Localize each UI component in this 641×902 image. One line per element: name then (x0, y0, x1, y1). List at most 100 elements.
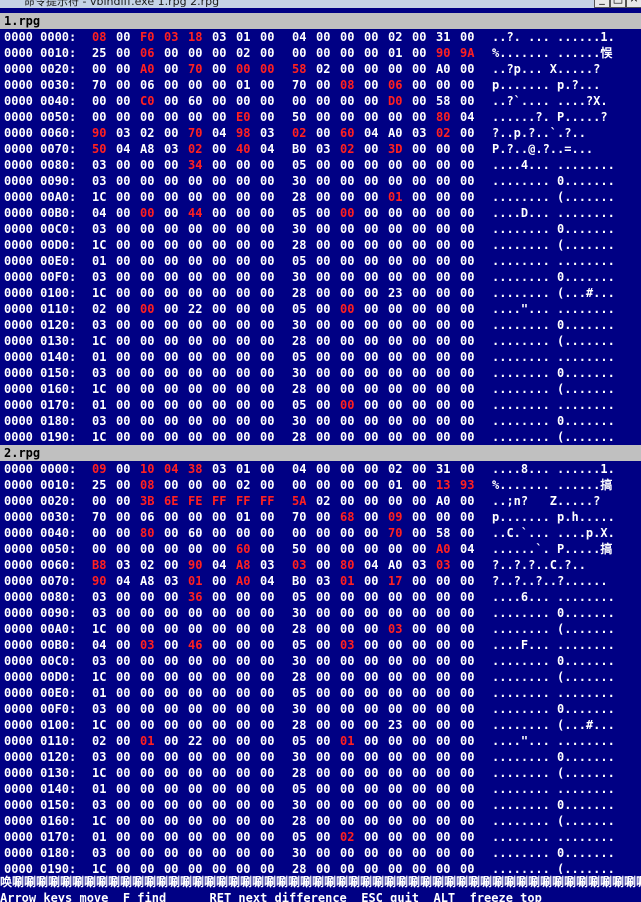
byte-diff: 02 (188, 142, 203, 156)
byte: 00 (316, 46, 331, 60)
byte-diff: C0 (140, 94, 155, 108)
byte: 00 (140, 766, 155, 780)
byte: 00 (388, 62, 403, 76)
byte-diff: 00 (340, 302, 355, 316)
byte: 00 (460, 78, 475, 92)
row-address: 0000 00B0: (4, 638, 77, 652)
byte: 00 (340, 814, 355, 828)
byte-diff: 3D (388, 142, 403, 156)
byte: 28 (292, 670, 307, 684)
row-address: 0000 0150: (4, 798, 77, 812)
byte: 00 (316, 798, 331, 812)
byte: 00 (212, 350, 227, 364)
byte: 00 (292, 46, 307, 60)
byte-diff: 70 (388, 526, 403, 540)
byte: 00 (460, 830, 475, 844)
byte: 00 (316, 750, 331, 764)
byte-diff: 03 (140, 638, 155, 652)
byte: 00 (116, 334, 131, 348)
byte: 25 (92, 478, 107, 492)
byte: 00 (412, 366, 427, 380)
ascii-column: ........ 0....... (492, 222, 615, 236)
row-address: 0000 00A0: (4, 622, 77, 636)
byte: 00 (116, 382, 131, 396)
byte: 00 (236, 302, 251, 316)
byte: 03 (316, 574, 331, 588)
byte: 00 (436, 686, 451, 700)
byte: 00 (436, 782, 451, 796)
ascii-column: ........ 0....... (492, 654, 615, 668)
byte: 00 (260, 78, 275, 92)
byte: 00 (412, 702, 427, 716)
byte: 00 (340, 366, 355, 380)
byte: 1C (92, 334, 107, 348)
byte: 00 (212, 430, 227, 444)
byte-diff: 03 (340, 638, 355, 652)
ascii-column: ........ 0....... (492, 846, 615, 860)
close-button[interactable]: × (626, 0, 641, 8)
byte: 00 (188, 702, 203, 716)
byte: 00 (436, 734, 451, 748)
byte: 23 (388, 286, 403, 300)
byte: 00 (116, 350, 131, 364)
byte: 00 (436, 366, 451, 380)
byte: 00 (116, 254, 131, 268)
byte: 00 (340, 622, 355, 636)
minimize-button[interactable]: _ (594, 0, 610, 8)
maximize-button[interactable]: □ (610, 0, 626, 8)
byte: 04 (364, 558, 379, 572)
byte: 03 (92, 606, 107, 620)
byte: 00 (140, 414, 155, 428)
byte: 00 (412, 94, 427, 108)
byte: 00 (364, 94, 379, 108)
ascii-column: ....8... ......1. (492, 462, 615, 476)
ascii-column: ........ (....... (492, 862, 615, 876)
byte: 00 (236, 174, 251, 188)
byte: 00 (388, 494, 403, 508)
byte: 00 (460, 798, 475, 812)
byte: 00 (460, 494, 475, 508)
ascii-column: ?..?..?..?...... (492, 574, 608, 588)
byte: 00 (316, 558, 331, 572)
byte: 00 (188, 654, 203, 668)
byte: 00 (412, 254, 427, 268)
ascii-column: ........ (....... (492, 382, 615, 396)
byte-diff: 5A (292, 494, 307, 508)
byte: 00 (436, 142, 451, 156)
byte-diff: 90 (436, 46, 451, 60)
byte: 1C (92, 238, 107, 252)
byte: 00 (260, 430, 275, 444)
byte: 00 (212, 334, 227, 348)
byte: 03 (92, 846, 107, 860)
byte: 00 (460, 638, 475, 652)
byte: 00 (460, 686, 475, 700)
byte: 00 (236, 318, 251, 332)
row-address: 0000 00C0: (4, 654, 77, 668)
row-address: 0000 00E0: (4, 254, 77, 268)
byte: 00 (364, 366, 379, 380)
byte: 00 (116, 462, 131, 476)
byte: 00 (364, 334, 379, 348)
byte: 00 (236, 222, 251, 236)
byte: 00 (212, 542, 227, 556)
byte: 00 (164, 302, 179, 316)
hex-row: 0000 0100: 1C 00 00 00 00 00 00 00 28 00 00 00 23 00 00… (0, 285, 641, 301)
byte: 00 (388, 638, 403, 652)
hex-row: 0000 0050: 00 00 00 00 00 00 E0 00 50 00 00 00 00 00 80… (0, 109, 641, 125)
byte: 00 (388, 830, 403, 844)
byte-diff: 01 (140, 734, 155, 748)
byte: 00 (316, 286, 331, 300)
byte: 00 (412, 286, 427, 300)
byte-diff: 00 (140, 206, 155, 220)
byte: 00 (212, 382, 227, 396)
byte: 00 (316, 510, 331, 524)
byte: 00 (116, 414, 131, 428)
byte: 00 (212, 734, 227, 748)
byte: 00 (164, 366, 179, 380)
byte: 00 (236, 622, 251, 636)
byte: 00 (412, 766, 427, 780)
hex-row: 0000 00D0: 1C 00 00 00 00 00 00 00 28 00 00 00 00 00 00… (0, 669, 641, 685)
byte: 00 (388, 222, 403, 236)
byte: 02 (388, 462, 403, 476)
byte: 03 (92, 798, 107, 812)
